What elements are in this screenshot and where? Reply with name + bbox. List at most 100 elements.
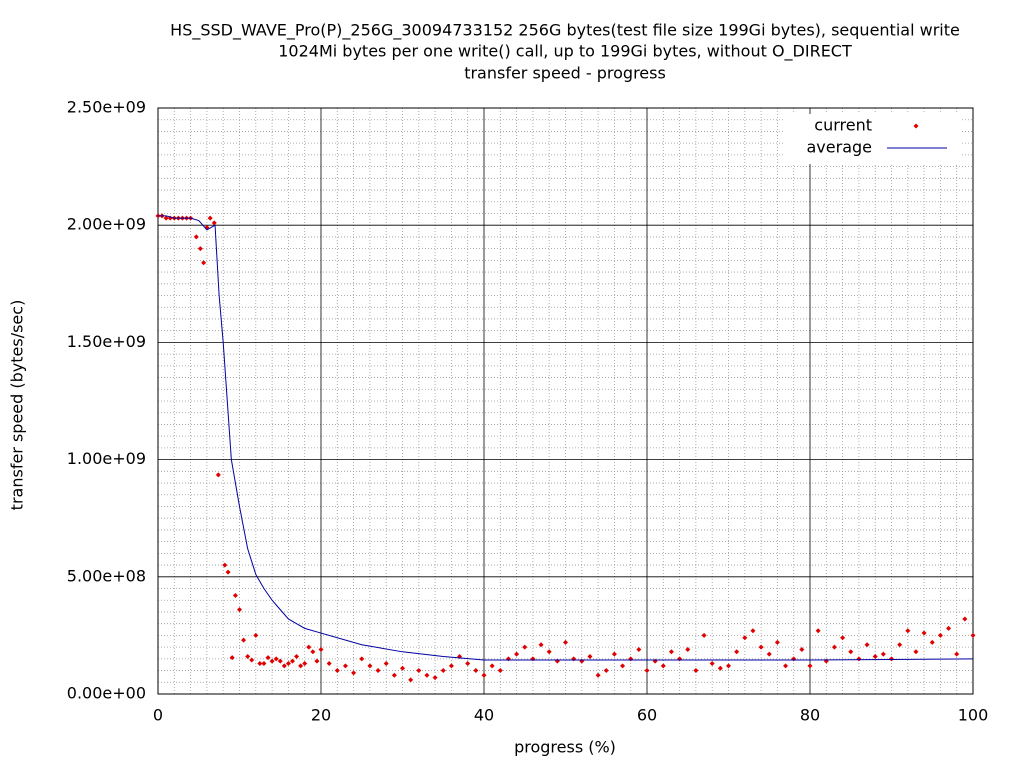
data-point (408, 677, 414, 683)
data-point (241, 637, 247, 643)
data-point (391, 672, 397, 678)
data-point (620, 663, 626, 669)
data-point (424, 672, 430, 678)
data-point (342, 663, 348, 669)
data-point (701, 632, 707, 638)
data-point (201, 260, 207, 266)
x-tick-label: 20 (311, 706, 331, 725)
data-point (921, 630, 927, 636)
y-tick-label: 1.50e+09 (67, 332, 146, 351)
data-point (281, 663, 287, 669)
chart-title: 1024Mi bytes per one write() call, up to… (278, 42, 852, 62)
data-point (473, 668, 479, 674)
data-point (587, 653, 593, 659)
data-point (831, 644, 837, 650)
data-point (326, 661, 332, 667)
x-axis-label: progress (%) (514, 738, 616, 757)
data-point (946, 625, 952, 631)
data-point (215, 472, 221, 478)
y-tick-label: 0.00e+00 (67, 684, 146, 703)
x-tick-label: 40 (474, 706, 494, 725)
data-point (905, 628, 911, 634)
data-point (750, 628, 756, 634)
data-point (962, 616, 968, 622)
data-point (207, 215, 213, 221)
plot-border (157, 107, 974, 695)
data-point (929, 639, 935, 645)
data-point (306, 644, 312, 650)
data-point (522, 644, 528, 650)
data-point (273, 656, 279, 662)
y-tick-label: 2.00e+09 (67, 215, 146, 234)
y-tick-label: 2.50e+09 (67, 98, 146, 117)
data-point (269, 658, 275, 664)
data-point (211, 220, 217, 226)
legend-label: current (814, 116, 872, 135)
data-point (489, 663, 495, 669)
chart-title: HS_SSD_WAVE_Pro(P)_256G_30094733152 256G… (170, 21, 960, 41)
data-point (359, 656, 365, 662)
data-point (693, 668, 699, 674)
y-tick-label: 5.00e+08 (67, 566, 146, 585)
data-point (595, 672, 601, 678)
data-point (726, 663, 731, 669)
data-point (253, 632, 259, 638)
data-point (302, 661, 308, 667)
data-point (717, 665, 723, 671)
data-point (193, 234, 199, 240)
data-point (880, 651, 886, 657)
data-point (840, 635, 846, 641)
data-point (298, 663, 304, 669)
data-point (229, 655, 235, 661)
x-tick-label: 80 (800, 706, 820, 725)
data-point (766, 651, 772, 657)
data-point (807, 663, 813, 669)
data-point (261, 661, 267, 667)
data-point (257, 661, 263, 667)
data-point (237, 607, 242, 613)
data-point (636, 646, 642, 652)
data-point (546, 649, 552, 655)
data-point (864, 642, 870, 648)
data-point (954, 651, 960, 657)
data-point (783, 663, 789, 669)
data-point (245, 653, 251, 659)
average-line (158, 215, 974, 661)
legend-label: average (807, 138, 873, 157)
data-point (222, 562, 228, 568)
data-point (310, 649, 316, 655)
data-point (848, 649, 854, 655)
data-point (897, 642, 903, 648)
data-point (400, 665, 405, 671)
data-point (563, 639, 568, 645)
data-point (742, 635, 748, 641)
data-point (889, 656, 894, 662)
data-point (318, 646, 324, 652)
data-point (913, 649, 919, 655)
legend-marker (913, 123, 919, 129)
data-point (799, 646, 805, 652)
data-point (465, 661, 471, 667)
y-axis-label: transfer speed (bytes/sec) (8, 300, 27, 511)
data-point (440, 668, 446, 674)
data-point (774, 639, 780, 645)
data-point (538, 642, 544, 648)
data-point (668, 649, 674, 655)
data-point (197, 246, 203, 252)
data-point (277, 658, 283, 664)
data-point (481, 672, 487, 678)
data-point (734, 649, 740, 655)
data-point (249, 657, 255, 663)
y-tick-label: 1.00e+09 (67, 449, 146, 468)
data-point (937, 632, 943, 638)
data-point (970, 632, 976, 638)
data-point (285, 661, 291, 667)
x-tick-label: 0 (153, 706, 163, 725)
x-tick-label: 60 (637, 706, 657, 725)
data-point (289, 658, 295, 664)
data-point (294, 653, 300, 659)
data-point (514, 651, 520, 657)
data-point (872, 653, 878, 659)
data-point (660, 663, 666, 669)
